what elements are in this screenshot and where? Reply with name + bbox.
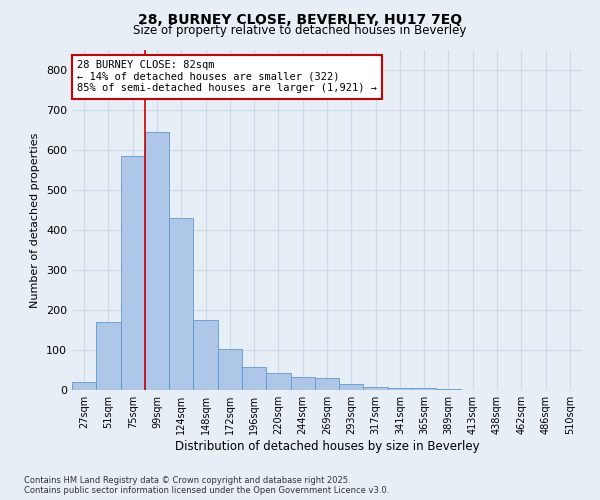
Bar — [290, 377, 315, 390]
Text: Contains HM Land Registry data © Crown copyright and database right 2025.
Contai: Contains HM Land Registry data © Crown c… — [24, 476, 389, 495]
Text: 28, BURNEY CLOSE, BEVERLEY, HU17 7EQ: 28, BURNEY CLOSE, BEVERLEY, HU17 7EQ — [138, 12, 462, 26]
Bar — [218, 349, 242, 390]
Bar — [388, 388, 412, 390]
Bar — [436, 389, 461, 390]
Bar — [121, 156, 145, 390]
Bar — [242, 367, 266, 390]
Bar — [339, 384, 364, 390]
Bar — [412, 388, 436, 390]
Text: 28 BURNEY CLOSE: 82sqm
← 14% of detached houses are smaller (322)
85% of semi-de: 28 BURNEY CLOSE: 82sqm ← 14% of detached… — [77, 60, 377, 94]
Bar — [169, 218, 193, 390]
Bar — [364, 387, 388, 390]
Y-axis label: Number of detached properties: Number of detached properties — [31, 132, 40, 308]
Bar — [72, 382, 96, 390]
Text: Size of property relative to detached houses in Beverley: Size of property relative to detached ho… — [133, 24, 467, 37]
Bar — [315, 378, 339, 390]
Bar — [145, 132, 169, 390]
Bar — [266, 373, 290, 390]
Bar — [96, 322, 121, 390]
X-axis label: Distribution of detached houses by size in Beverley: Distribution of detached houses by size … — [175, 440, 479, 453]
Bar — [193, 320, 218, 390]
